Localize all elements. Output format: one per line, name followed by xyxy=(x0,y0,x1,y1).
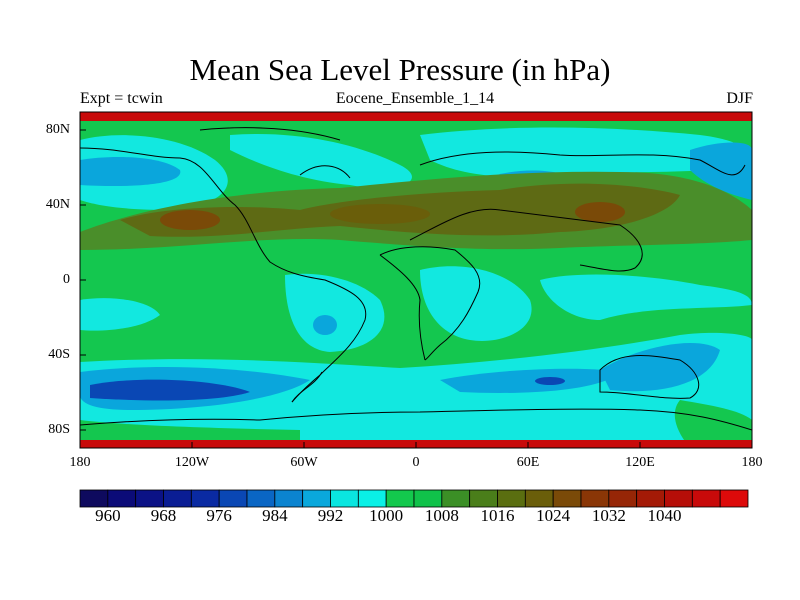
colorbar-label: 1024 xyxy=(536,506,571,525)
pressure-region xyxy=(160,210,220,230)
pressure-region xyxy=(230,134,412,189)
lon-label: 180 xyxy=(741,455,763,470)
lon-label: 120E xyxy=(625,455,655,470)
colorbar-swatch xyxy=(218,489,248,508)
pressure-region xyxy=(313,315,337,335)
pressure-region xyxy=(420,266,532,341)
lon-label: 0 xyxy=(412,455,420,470)
colorbar-swatch xyxy=(552,489,582,508)
pressure-region xyxy=(674,400,752,448)
lat-label: 0 xyxy=(63,272,70,287)
colorbar-swatch xyxy=(664,489,693,508)
colorbar-label: 968 xyxy=(150,506,177,525)
colorbar-label: 1040 xyxy=(647,506,682,525)
pressure-region xyxy=(575,202,625,222)
lon-label: 180 xyxy=(69,455,91,470)
colorbar-swatch xyxy=(580,489,610,508)
lon-label: 120W xyxy=(174,455,210,470)
pressure-region xyxy=(540,274,752,320)
colorbar-swatch xyxy=(330,489,359,508)
pressure-region xyxy=(80,112,752,121)
pressure-region xyxy=(330,204,430,224)
colorbar-swatch xyxy=(441,489,471,508)
pressure-region xyxy=(440,368,620,393)
lon-label: 60E xyxy=(516,455,540,470)
colorbar-swatch xyxy=(274,489,304,508)
colorbar-label: 1016 xyxy=(480,506,515,525)
colorbar-swatch xyxy=(190,489,220,508)
pressure-region xyxy=(285,273,385,352)
pressure-region xyxy=(80,298,160,331)
colorbar-swatch xyxy=(107,489,137,508)
colorbar-label: 992 xyxy=(317,506,344,525)
colorbar-swatch xyxy=(246,489,276,508)
coastlines xyxy=(80,127,752,431)
colorbar-label: 1000 xyxy=(369,506,404,525)
lat-label: 80N xyxy=(45,122,70,137)
colorbar-swatch xyxy=(719,489,749,508)
axis-ticks xyxy=(79,129,753,448)
lat-label: 40N xyxy=(45,197,70,212)
colorbar-swatch xyxy=(608,489,638,508)
colorbar-label: 1008 xyxy=(424,506,459,525)
colorbar-swatch xyxy=(469,489,498,508)
pressure-region xyxy=(420,127,752,177)
colorbar-swatch xyxy=(636,489,665,508)
lon-label: 60W xyxy=(290,455,318,470)
pressure-region xyxy=(600,342,720,392)
colorbar-swatch xyxy=(79,489,109,508)
map-fill xyxy=(80,112,752,448)
ensemble-label: Eocene_Ensemble_1_14 xyxy=(335,90,495,107)
colorbar-label: 960 xyxy=(95,506,121,525)
pressure-region xyxy=(90,379,250,401)
colorbar-swatch xyxy=(497,489,526,508)
colorbar-swatch xyxy=(691,489,721,508)
lat-label: 80S xyxy=(48,422,70,437)
colorbar-label: 976 xyxy=(206,506,232,525)
colorbar-label: 984 xyxy=(262,506,288,525)
map-title: Mean Sea Level Pressure (in hPa) xyxy=(189,52,611,87)
colorbar-swatch xyxy=(163,489,192,508)
lat-label: 40S xyxy=(48,347,70,362)
colorbar-swatch xyxy=(135,489,164,508)
experiment-label: Expt = tcwin xyxy=(80,90,163,107)
colorbar-swatch xyxy=(302,489,331,508)
pressure-region xyxy=(535,377,565,385)
colorbar xyxy=(79,489,749,508)
season-label: DJF xyxy=(726,90,753,107)
colorbar-swatch xyxy=(524,489,554,508)
colorbar-label: 1032 xyxy=(591,506,626,525)
colorbar-swatch xyxy=(357,489,387,508)
colorbar-swatch xyxy=(385,489,415,508)
pressure-region xyxy=(80,157,181,187)
colorbar-swatch xyxy=(413,489,443,508)
